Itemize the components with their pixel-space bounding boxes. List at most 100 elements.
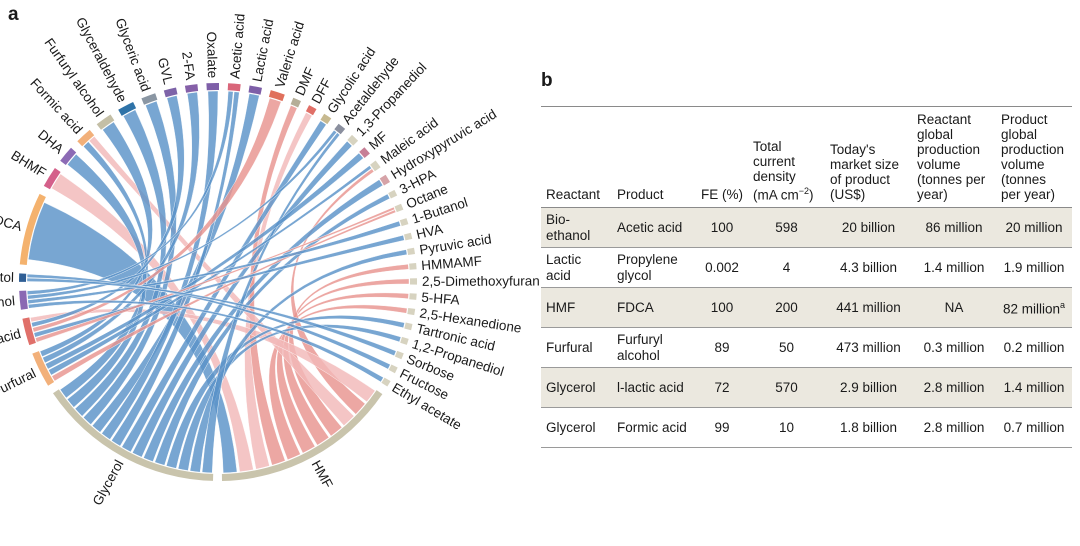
- cell-market: 4.3 billion: [839, 259, 898, 275]
- cell-fe: 72: [714, 379, 730, 395]
- cell-market: 1.8 billion: [839, 419, 898, 435]
- arc-bhmf: [43, 168, 61, 190]
- arc-1-3-propanediol: [347, 134, 359, 146]
- arc-glycolic-acid: [320, 113, 332, 125]
- cell-product-volume: 20 million: [1005, 219, 1063, 235]
- arc-glyceraldehyde: [118, 102, 137, 116]
- cell-product: Formic acid: [617, 419, 687, 435]
- cell-reactant: Furfural: [546, 339, 593, 355]
- node-label: HMMAMF: [421, 253, 483, 273]
- node-label: HMF: [309, 458, 336, 491]
- node-label: Acetic acid: [227, 13, 247, 79]
- chord-ribbon: [27, 220, 401, 305]
- cell-product-volume: 1.4 million: [1003, 379, 1065, 395]
- arc-2-5-hexanedione: [407, 308, 416, 316]
- node-label: Levulinic acid: [0, 326, 22, 361]
- arc-pyruvic-acid: [407, 247, 415, 255]
- arc-dha: [60, 147, 77, 165]
- header-reactant-volume: Reactant global production volume (tonne…: [917, 112, 986, 202]
- arc-glyceric-acid: [141, 93, 158, 105]
- cell-product-volume: 0.2 million: [1003, 339, 1065, 355]
- cell-density: 4: [782, 259, 791, 275]
- node-label: Furfural: [0, 365, 38, 399]
- arc-hydroxypyruvic-acid: [379, 174, 390, 186]
- arc-oxalate: [206, 82, 219, 91]
- cell-product: Acetic acid: [617, 219, 683, 235]
- arc-acetic-acid: [227, 83, 241, 92]
- table-row: Glycerol Formic acid 99 10 1.8 billion 2.8 mi…: [541, 408, 1072, 448]
- arc-3-hpa: [388, 189, 398, 199]
- arc-valeric-acid: [268, 90, 285, 102]
- node-label: GVL: [155, 56, 176, 86]
- chord-ribbon: [244, 112, 313, 470]
- chord-ribbon: [39, 121, 153, 357]
- chord-ribbon: [177, 324, 402, 471]
- table-row: Bio-ethanol Acetic acid 100 598 20 billion 86…: [541, 207, 1072, 248]
- cell-density: 570: [775, 379, 798, 395]
- chord-ribbon: [201, 132, 341, 474]
- chord-ribbon: [28, 300, 384, 383]
- chord-ribbon: [26, 91, 234, 295]
- table-row: Furfural Furfuryl alcohol 89 50 473 million 0…: [541, 328, 1072, 368]
- arc-hva: [404, 232, 413, 241]
- node-label: FDCA: [0, 210, 24, 234]
- chord-ribbon: [26, 277, 397, 356]
- cell-reactant-volume: 86 million: [925, 219, 983, 235]
- node-label: 2-FA: [179, 51, 198, 81]
- cell-product: Propylene glycol: [617, 251, 678, 283]
- chord-ribbon: [83, 100, 177, 425]
- cell-reactant-volume: 2.8 million: [923, 379, 985, 395]
- arc-2-fa: [184, 84, 199, 93]
- cell-market: 473 million: [836, 339, 901, 355]
- cell-fe: 89: [714, 339, 730, 355]
- arc-maleic-acid: [370, 160, 381, 172]
- cell-reactant-volume: 2.8 million: [923, 419, 985, 435]
- node-label: 5-HFA: [421, 290, 460, 308]
- cell-fe: 100: [710, 299, 734, 315]
- cell-reactant: Lactic acid: [546, 251, 582, 283]
- arc-tartronic-acid: [404, 322, 413, 331]
- chord-ribbon: [111, 91, 240, 447]
- table-row: Glycerol l-lactic acid 72 570 2.9 billion 2.8…: [541, 367, 1072, 408]
- cell-reactant: Glycerol: [546, 419, 596, 435]
- chord-ribbon: [45, 152, 364, 370]
- table-row: HMF FDCA 100 200 441 million NA 82 milliona: [541, 287, 1072, 328]
- chord-ribbon: [30, 308, 376, 403]
- chord-ribbon: [154, 193, 391, 466]
- arc-5-hfa: [409, 293, 417, 300]
- biomass-electrolysis-table: Reactant Product FE (%) Total current de…: [541, 106, 1072, 448]
- arc-sorbose: [394, 350, 404, 360]
- chord-ribbons: [26, 90, 410, 474]
- header-market-size: Today's market size of product (US$): [830, 142, 900, 202]
- chord-ribbon: [35, 206, 395, 343]
- chord-ribbon: [283, 278, 410, 446]
- header-reactant: Reactant: [546, 187, 601, 202]
- arc-mf: [359, 147, 370, 158]
- arc-fructose: [388, 364, 398, 374]
- cell-product-volume: 1.9 million: [1003, 259, 1065, 275]
- node-label: Sorbitol: [0, 269, 14, 285]
- cell-density: 50: [778, 339, 795, 355]
- arc-levulinic-acid: [22, 317, 36, 346]
- arc-furfural: [32, 351, 55, 386]
- arc-acetaldehyde: [334, 123, 346, 135]
- node-label: Ethanol: [0, 293, 16, 312]
- panel-b-label: b: [541, 70, 553, 91]
- chord-arcs: [19, 82, 418, 481]
- chord-ribbon: [74, 109, 167, 417]
- chord-ribbon: [51, 209, 397, 382]
- header-product: Product: [617, 187, 664, 202]
- cell-product: l-lactic acid: [617, 379, 684, 395]
- arc-ethanol: [19, 290, 28, 310]
- header-product-volume: Product global production volume (tonnes…: [1001, 112, 1065, 202]
- header-fe: FE (%): [701, 187, 743, 202]
- node-label: Oxalate: [204, 31, 220, 78]
- arc-2-5-dimethoxyfuran: [410, 278, 418, 285]
- cell-density: 200: [775, 299, 798, 315]
- cell-fe: 99: [714, 419, 730, 435]
- chord-ribbon: [31, 95, 185, 328]
- arc-fdca: [19, 193, 46, 265]
- cell-reactant: Bio-ethanol: [546, 211, 591, 243]
- node-label: 2,5-Dimethoxyfuran: [422, 273, 540, 288]
